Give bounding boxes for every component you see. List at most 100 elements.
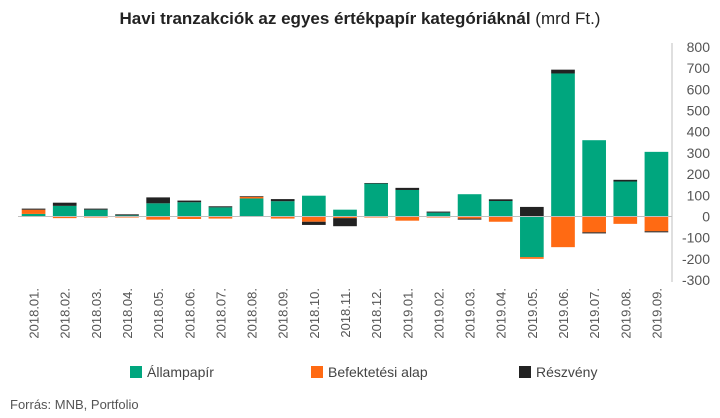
bar-2018-04-series-1 (115, 216, 139, 218)
y-tick-label: 200 (687, 166, 711, 182)
bar-2018-01-series-1 (21, 209, 46, 214)
bar-2019-06-series-2 (551, 69, 575, 74)
bar-2018-07-series-0 (208, 207, 233, 217)
x-tick-label: 2019.03. (463, 288, 478, 339)
legend-label: Részvény (536, 364, 597, 380)
bar-2019-02-series-2 (426, 211, 451, 213)
chart-title-main: Havi tranzakciók az egyes értékpapír kat… (119, 9, 531, 28)
legend: Állampapír Befektetési alap Részvény (130, 364, 597, 380)
bar-2018-03-series-2 (84, 208, 108, 210)
x-tick-label: 2019.08. (618, 288, 633, 339)
x-tick-label: 2018.03. (89, 288, 104, 339)
x-tick-label: 2018.01. (27, 288, 42, 339)
x-tick-label: 2018.07. (213, 288, 228, 339)
x-tick-label: 2018.02. (58, 288, 73, 339)
bar-2018-05-series-2 (146, 197, 170, 204)
bar-2018-04-series-0 (115, 215, 139, 217)
bar-2018-01-series-0 (21, 213, 46, 217)
bar-2019-02-series-1 (426, 216, 451, 218)
x-tick-label: 2019.07. (587, 288, 602, 339)
bar-2019-05-series-1 (520, 257, 544, 259)
bar-2019-06-series-0 (551, 73, 575, 217)
source-note: Forrás: MNB, Portfolio (10, 397, 139, 412)
bar-2019-03-series-2 (457, 218, 482, 220)
bar-2019-08-series-1 (613, 216, 638, 224)
bar-2018-12-series-2 (364, 182, 388, 184)
bar-2018-12-series-1 (364, 216, 388, 218)
chart-title-unit: (mrd Ft.) (535, 9, 601, 28)
bar-2019-03-series-0 (457, 194, 482, 217)
y-tick-label: 300 (687, 145, 711, 161)
x-tick-label: 2018.11. (338, 288, 353, 338)
chart-title: Havi tranzakciók az egyes értékpapír kat… (0, 9, 720, 29)
y-tick-label: 800 (687, 39, 711, 55)
bar-2019-01-series-0 (395, 189, 420, 217)
x-tick-label: 2018.10. (307, 288, 322, 339)
bar-2018-02-series-1 (52, 216, 77, 219)
bar-2018-11-series-2 (333, 218, 357, 227)
bar-2018-12-series-0 (364, 183, 388, 217)
bar-2019-05-series-2 (520, 206, 544, 217)
bar-2019-09-series-1 (644, 216, 669, 232)
x-tick-label: 2018.05. (151, 288, 166, 339)
x-tick-label: 2019.01. (400, 288, 415, 339)
bar-2019-08-series-0 (613, 181, 638, 217)
y-tick-label: -200 (682, 251, 710, 267)
x-tick-label: 2019.06. (556, 288, 571, 339)
bar-2019-07-series-0 (582, 140, 606, 217)
bar-2018-10-series-0 (302, 195, 326, 217)
legend-label: Befektetési alap (328, 364, 428, 380)
axes-layer (18, 43, 673, 282)
bar-2019-06-series-1 (551, 216, 575, 248)
bar-2018-02-series-0 (52, 205, 77, 217)
y-axis-ticks: -300 -200 -100 0 100 200 300 400 500 600 700 800 (682, 39, 710, 288)
x-tick-label: 2018.04. (120, 288, 135, 339)
legend-swatch (130, 366, 142, 378)
bar-2018-10-series-2 (302, 221, 326, 225)
bar-2019-01-series-2 (395, 187, 420, 190)
bar-2018-06-series-2 (177, 200, 202, 203)
legend-swatch (519, 366, 531, 378)
bar-2018-01-series-2 (21, 208, 46, 210)
x-tick-label: 2019.05. (525, 288, 540, 339)
bar-2018-04-series-2 (115, 214, 139, 216)
y-tick-label: 600 (687, 81, 711, 97)
bar-2018-07-series-1 (208, 216, 233, 219)
bar-2019-04-series-2 (488, 199, 513, 201)
bar-2018-03-series-0 (84, 209, 108, 217)
bar-2018-09-series-2 (270, 199, 295, 202)
bar-2018-05-series-1 (146, 216, 170, 220)
y-tick-label: 100 (687, 187, 711, 203)
bar-2019-09-series-2 (644, 231, 669, 233)
legend-swatch (311, 366, 323, 378)
x-axis-ticks: 2018.01. 2018.02. 2018.03. 2018.04. 2018.05.… (27, 288, 665, 339)
bar-2018-08-series-0 (239, 198, 264, 217)
bar-2018-03-series-1 (84, 216, 108, 218)
bar-2019-08-series-2 (613, 179, 638, 182)
x-tick-label: 2018.12. (369, 288, 384, 339)
bar-2018-11-series-0 (333, 209, 357, 217)
bar-2018-06-series-0 (177, 202, 202, 217)
bar-2018-09-series-0 (270, 201, 295, 217)
bar-2018-09-series-1 (270, 216, 295, 219)
bar-2019-02-series-0 (426, 212, 451, 217)
bar-2018-08-series-2 (239, 196, 264, 197)
bar-2018-10-series-1 (302, 216, 326, 222)
y-tick-label: 400 (687, 124, 711, 140)
bar-2018-11-series-1 (333, 216, 357, 219)
bar-2019-04-series-1 (488, 216, 513, 222)
bar-2019-07-series-1 (582, 216, 606, 233)
bar-2019-01-series-1 (395, 216, 420, 221)
bar-2018-07-series-2 (208, 206, 233, 208)
x-tick-label: 2018.09. (276, 288, 291, 339)
bar-2018-02-series-2 (52, 202, 77, 206)
bar-2018-05-series-0 (146, 203, 170, 217)
y-tick-label: 0 (702, 209, 710, 225)
y-tick-label: 500 (687, 103, 711, 119)
x-tick-label: 2019.09. (649, 288, 664, 339)
bar-2019-03-series-1 (457, 216, 482, 219)
bar-2018-06-series-1 (177, 216, 202, 219)
bar-2019-07-series-2 (582, 232, 606, 234)
bar-2019-05-series-0 (520, 216, 544, 258)
